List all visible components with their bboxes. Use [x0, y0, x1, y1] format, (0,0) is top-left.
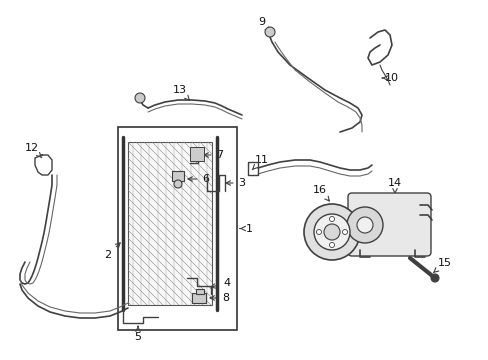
Circle shape — [346, 207, 382, 243]
Circle shape — [342, 230, 347, 234]
Text: 14: 14 — [387, 178, 401, 194]
Circle shape — [430, 274, 438, 282]
Text: 10: 10 — [382, 73, 398, 83]
Text: 9: 9 — [258, 17, 269, 32]
Bar — [118, 127, 237, 330]
Circle shape — [135, 93, 145, 103]
Circle shape — [316, 230, 321, 234]
Text: 2: 2 — [104, 243, 120, 260]
Circle shape — [329, 243, 334, 248]
Text: 16: 16 — [312, 185, 329, 201]
Bar — [192, 293, 205, 303]
Text: 7: 7 — [203, 150, 223, 160]
Circle shape — [304, 204, 359, 260]
Circle shape — [264, 27, 274, 37]
Text: 1: 1 — [240, 224, 252, 234]
Text: 13: 13 — [173, 85, 189, 100]
Text: 12: 12 — [25, 143, 41, 158]
Text: 11: 11 — [252, 155, 268, 170]
Bar — [128, 142, 212, 305]
Text: 8: 8 — [209, 293, 229, 303]
Circle shape — [174, 180, 182, 188]
Text: 6: 6 — [188, 174, 209, 184]
Circle shape — [324, 224, 339, 240]
Bar — [172, 171, 183, 181]
Text: 3: 3 — [225, 178, 245, 188]
Circle shape — [356, 217, 372, 233]
Text: 4: 4 — [210, 278, 230, 288]
Circle shape — [329, 216, 334, 221]
Bar — [196, 289, 203, 294]
Bar — [190, 147, 203, 161]
Circle shape — [313, 214, 349, 250]
Text: 15: 15 — [432, 258, 451, 273]
FancyBboxPatch shape — [347, 193, 430, 256]
Text: 5: 5 — [134, 327, 141, 342]
